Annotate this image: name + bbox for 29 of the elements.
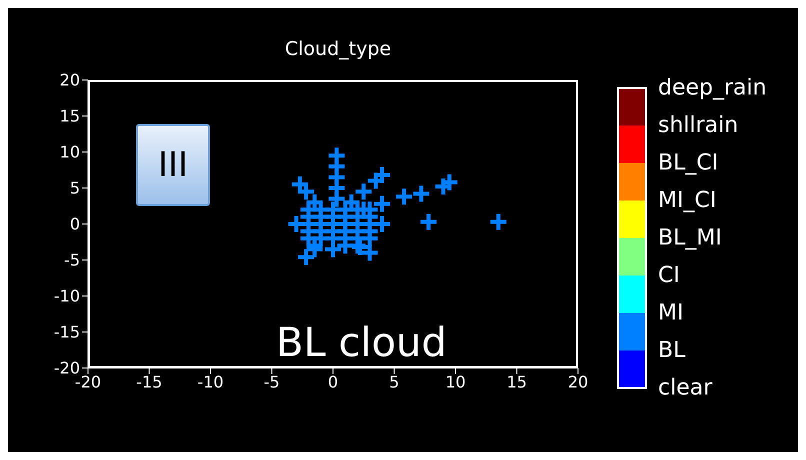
x-tick-label: -10 <box>197 372 224 392</box>
color-bar-label: BL <box>658 338 686 363</box>
color-bar-label: BL_MI <box>658 226 722 250</box>
y-tick-label: 10 <box>60 142 80 162</box>
y-tick-label: -10 <box>54 286 80 306</box>
y-tick-label: -20 <box>54 358 80 378</box>
y-tick-label: 5 <box>70 178 80 198</box>
y-tick-label: 0 <box>70 214 80 234</box>
color-bar-label: deep_rain <box>658 76 767 100</box>
color-bar-label: clear <box>658 376 714 400</box>
color-bar-label: BL_CI <box>658 150 718 176</box>
color-bar-label: MI <box>658 300 684 326</box>
x-tick-label: -15 <box>136 372 162 392</box>
color-bar-label: shllrain <box>658 113 738 138</box>
x-tick-label: -5 <box>264 372 280 392</box>
chart-title: Cloud_type <box>284 38 392 60</box>
y-tick-label: 20 <box>60 70 80 90</box>
x-tick-label: 5 <box>389 372 400 392</box>
x-tick-label: 15 <box>506 372 527 392</box>
x-tick-label: 20 <box>568 372 588 392</box>
y-tick-label: 15 <box>60 106 80 126</box>
y-tick-label: -15 <box>54 322 80 342</box>
annotation: III <box>136 124 210 206</box>
x-tick-label: 0 <box>328 372 338 392</box>
y-tick-label: -5 <box>64 250 80 270</box>
x-tick-label: 10 <box>445 372 466 392</box>
color-bar-label: MI_CI <box>658 188 716 213</box>
color-bar-label: CI <box>658 263 680 288</box>
annotation: BL cloud <box>276 320 447 366</box>
